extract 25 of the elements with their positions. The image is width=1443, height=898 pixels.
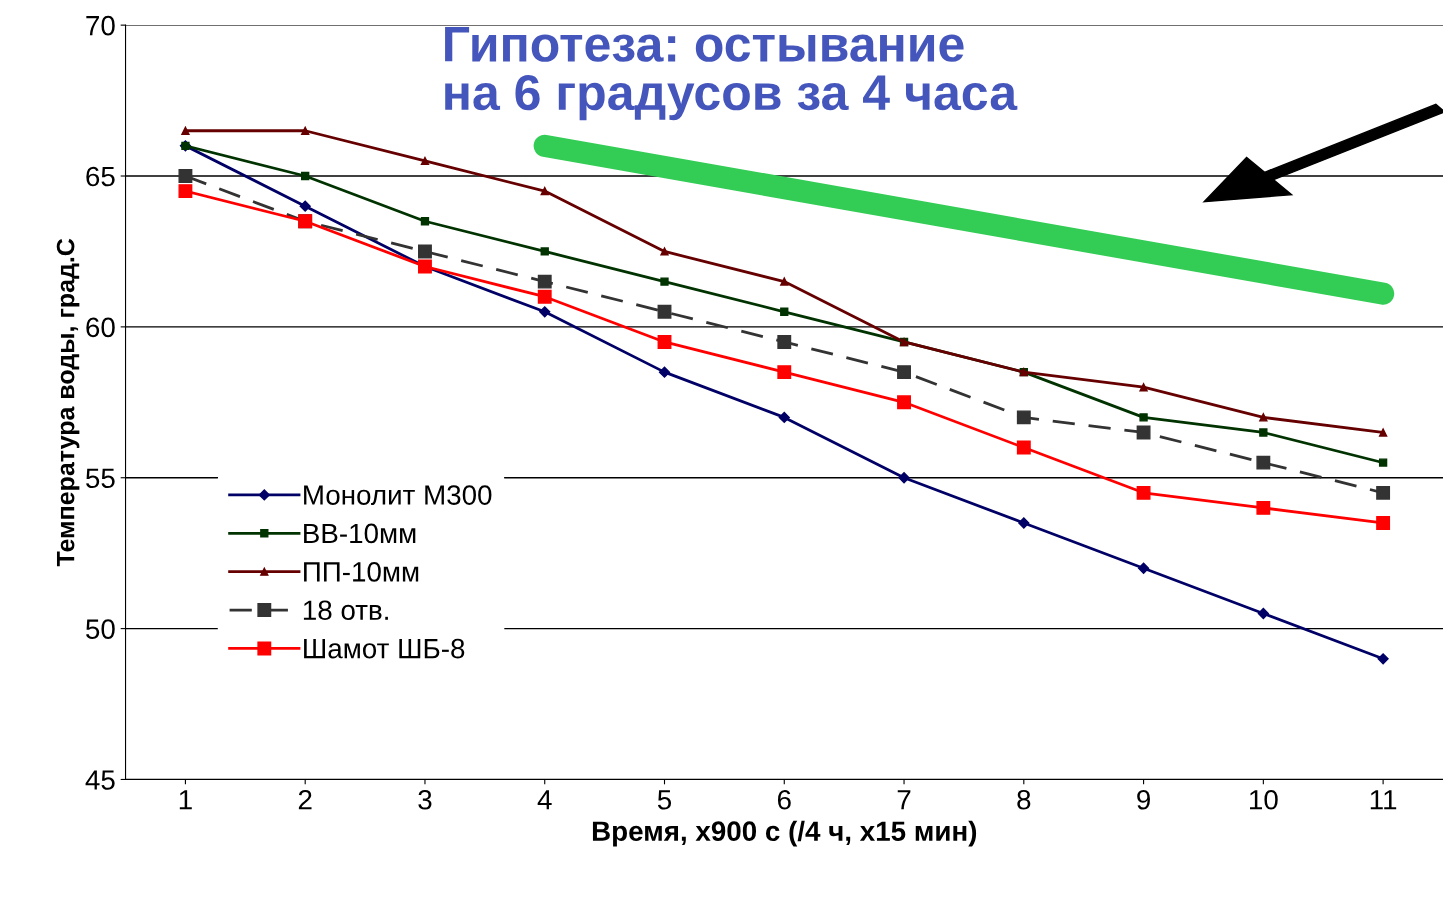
y-tick-label: 60 [86, 317, 115, 338]
x-tick-label: 9 [1137, 789, 1150, 810]
legend-label: 18 отв. [303, 600, 388, 621]
legend-label: ВВ-10мм [304, 523, 416, 544]
y-tick-label: 65 [86, 166, 115, 187]
legend-label: ПП-10мм [304, 562, 419, 582]
y-tick-label: 50 [86, 619, 115, 639]
x-tick-label: 3 [418, 789, 432, 810]
x-tick-label: 1 [179, 790, 192, 810]
y-axis-title: Температура воды, град.С [56, 238, 80, 567]
x-tick-label: 10 [1250, 789, 1278, 810]
legend-label: Шамот ШБ-8 [304, 638, 465, 659]
annotation: Гипотеза: остывание на 6 градусов за 4 часа [445, 26, 1018, 121]
x-tick-label: 6 [777, 789, 791, 810]
x-axis-title: Время, х900 с (/4 ч, х15 мин) [592, 820, 977, 847]
y-tick-label: 45 [85, 770, 115, 790]
x-tick-label: 8 [1017, 789, 1031, 810]
x-tick-label: 2 [298, 789, 312, 810]
x-tick-label: 11 [1370, 790, 1397, 810]
x-tick-label: 5 [657, 790, 672, 810]
y-tick-label: 70 [86, 15, 115, 36]
x-tick-label: 7 [897, 790, 911, 810]
x-tick-label: 4 [537, 790, 552, 810]
legend-label: Монолит М300 [304, 485, 492, 505]
y-tick-label: 55 [86, 468, 115, 489]
